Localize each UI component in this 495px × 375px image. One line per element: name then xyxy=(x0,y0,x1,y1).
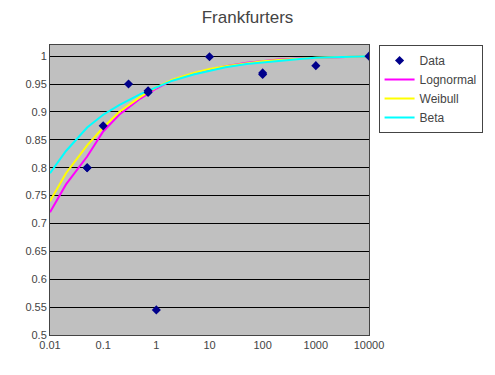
svg-text:Frankfurters: Frankfurters xyxy=(202,8,294,27)
svg-text:0.5: 0.5 xyxy=(32,329,47,341)
svg-text:100: 100 xyxy=(253,339,271,351)
svg-text:1: 1 xyxy=(153,339,159,351)
svg-text:0.1: 0.1 xyxy=(96,339,111,351)
svg-text:0.95: 0.95 xyxy=(25,78,46,90)
svg-text:0.65: 0.65 xyxy=(25,245,46,257)
svg-text:10: 10 xyxy=(203,339,215,351)
svg-text:0.85: 0.85 xyxy=(25,134,46,146)
svg-text:Data: Data xyxy=(420,54,446,68)
svg-text:0.8: 0.8 xyxy=(32,162,47,174)
svg-text:0.55: 0.55 xyxy=(25,301,46,313)
svg-text:0.7: 0.7 xyxy=(32,217,47,229)
svg-text:Beta: Beta xyxy=(420,111,445,125)
svg-text:1: 1 xyxy=(41,50,47,62)
svg-text:Lognormal: Lognormal xyxy=(420,73,477,87)
svg-text:10000: 10000 xyxy=(354,339,385,351)
svg-text:0.9: 0.9 xyxy=(32,106,47,118)
svg-text:0.6: 0.6 xyxy=(32,273,47,285)
svg-text:0.75: 0.75 xyxy=(25,189,46,201)
svg-text:Weibull: Weibull xyxy=(420,92,459,106)
svg-text:1000: 1000 xyxy=(304,339,328,351)
svg-text:0.01: 0.01 xyxy=(39,339,60,351)
